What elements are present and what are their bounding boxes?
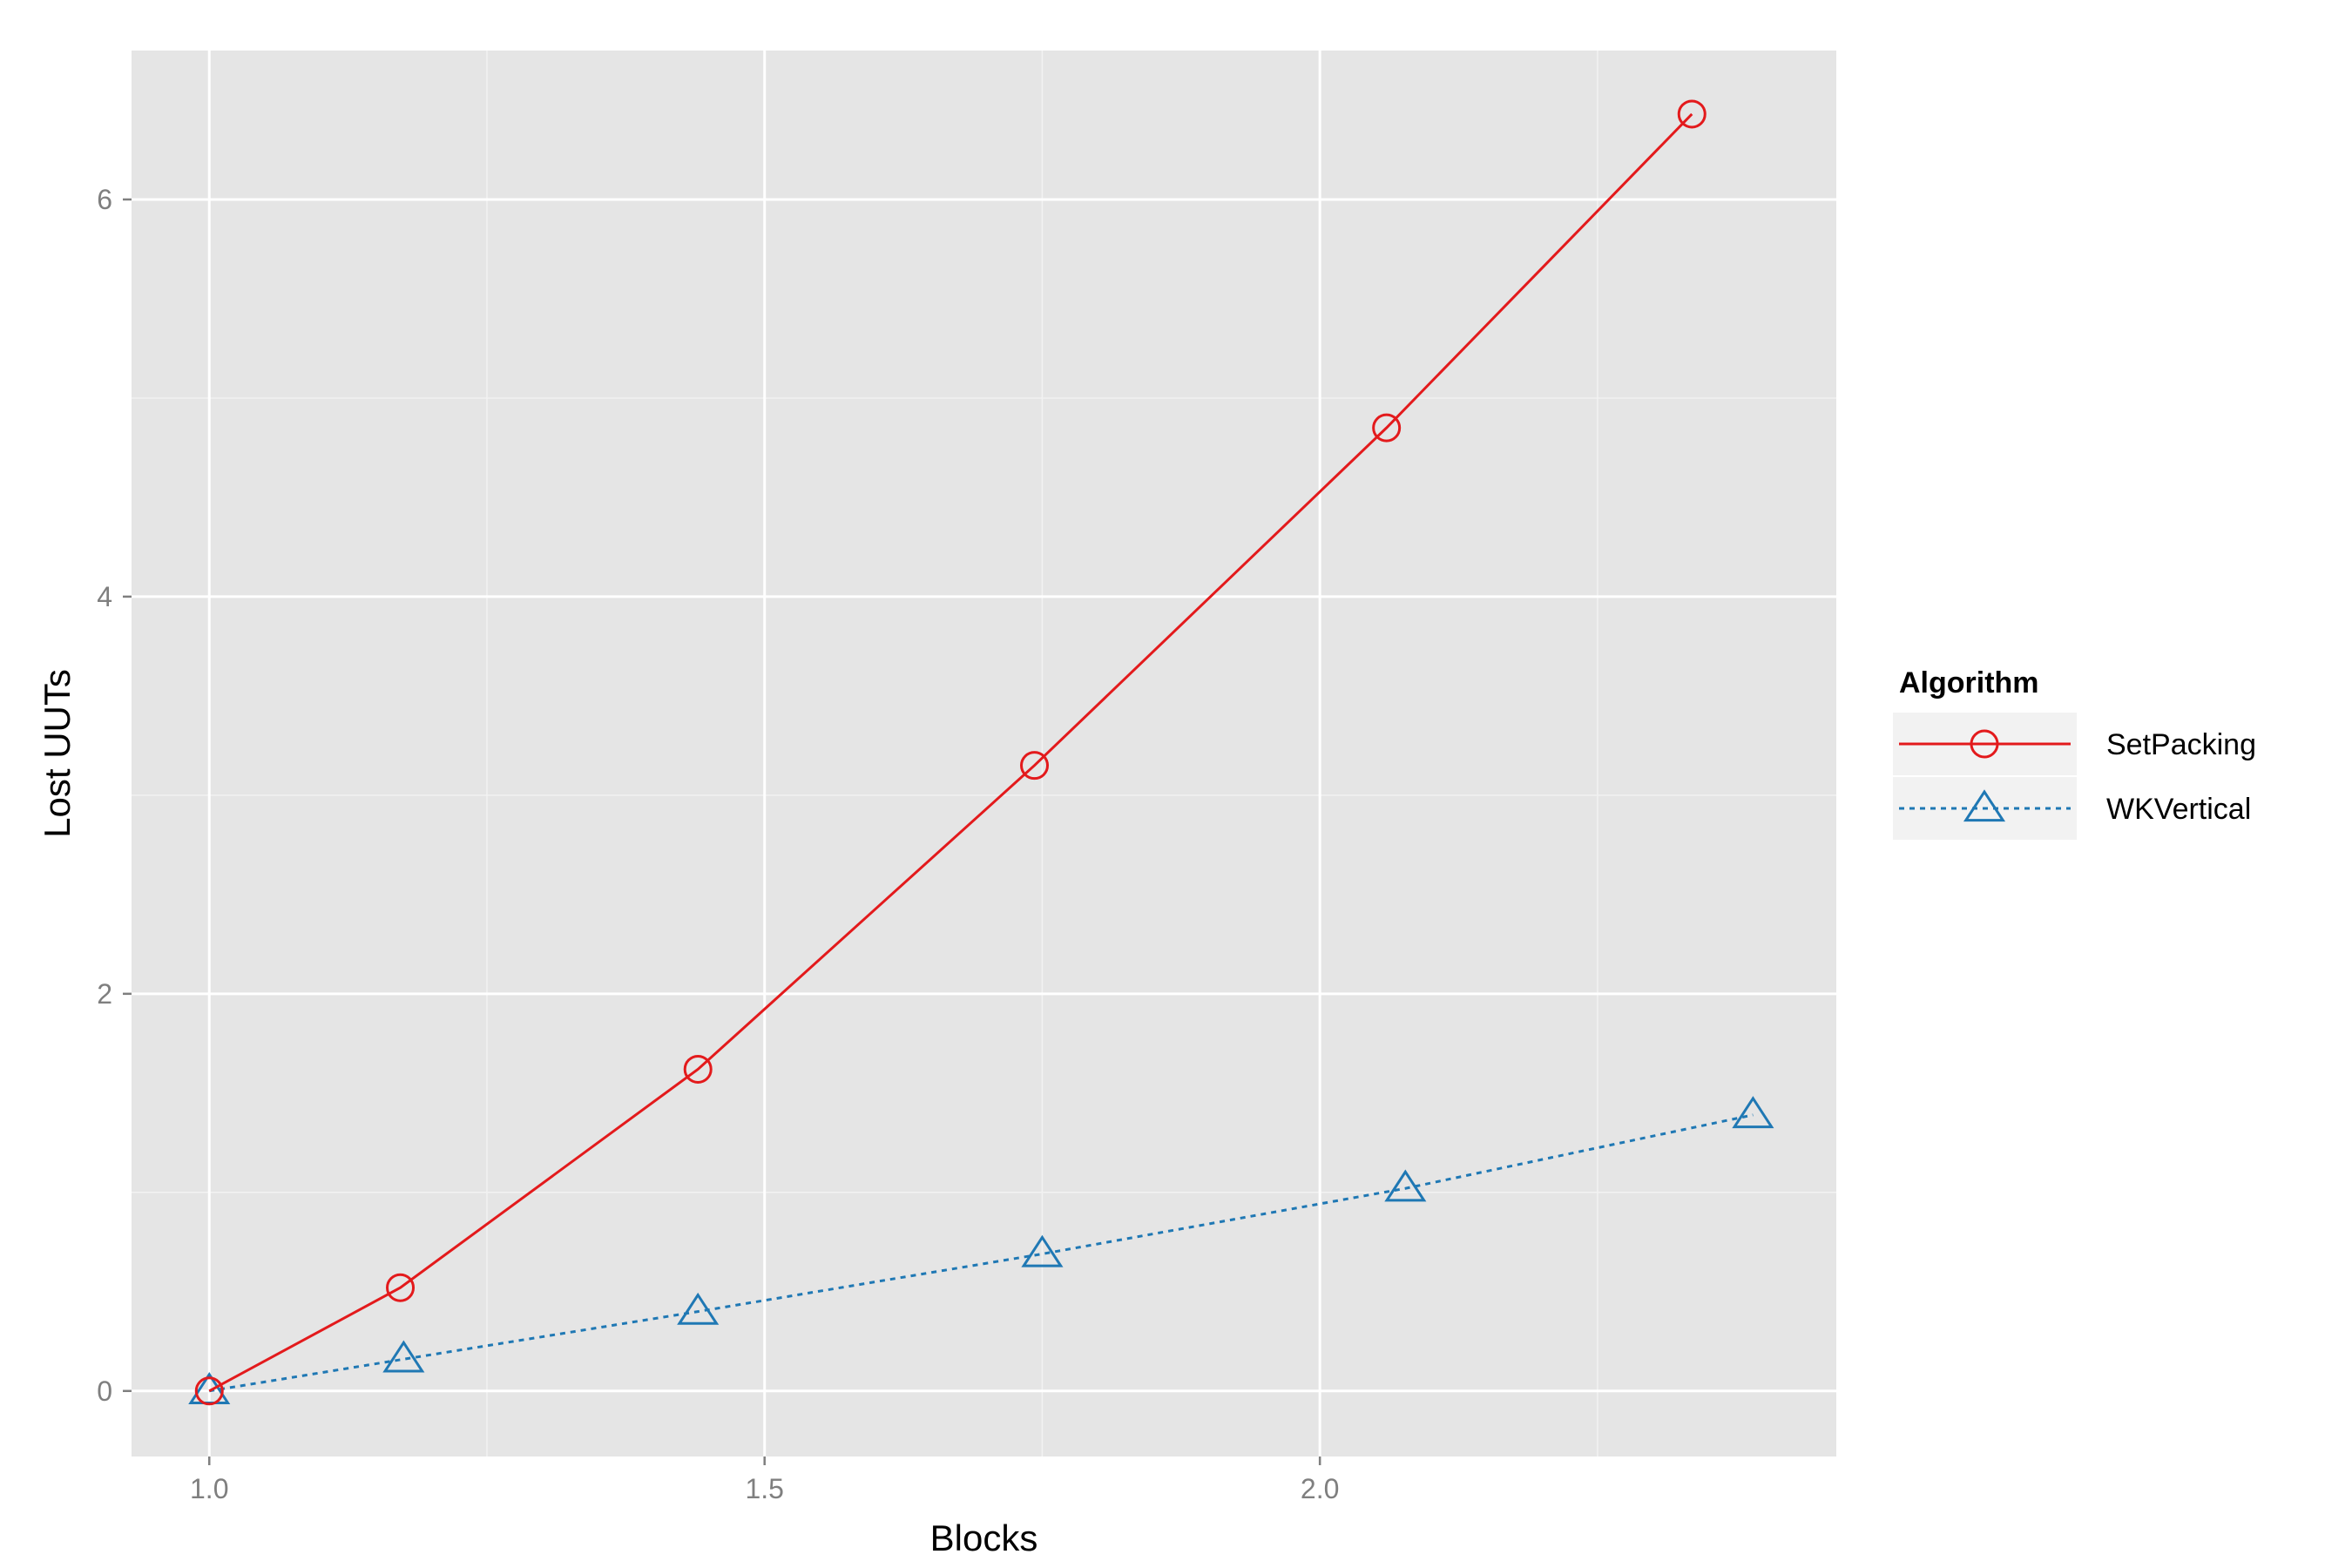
data-point-wkvertical	[382, 1340, 425, 1373]
series-line-wkvertical	[209, 1113, 1754, 1393]
data-point-wkvertical	[1732, 1096, 1774, 1129]
major-gridlines	[132, 51, 1836, 1456]
x-axis-title: Blocks	[930, 1517, 1038, 1558]
legend-marker-wkvertical	[1963, 789, 2006, 822]
data-point-setpacking	[1372, 413, 1402, 443]
legend: Algorithm SetPacking WKVertical	[1893, 666, 2256, 840]
y-tick-label: 2	[97, 978, 112, 1010]
series-layer	[188, 99, 1774, 1406]
x-tick-label: 2.0	[1301, 1473, 1339, 1504]
plot-panel	[132, 51, 1836, 1456]
data-point-setpacking	[683, 1054, 713, 1084]
x-tick-label: 1.5	[745, 1473, 783, 1504]
data-point-setpacking	[386, 1273, 416, 1302]
y-tick-label: 0	[97, 1375, 112, 1407]
x-axis: 1.0 1.5 2.0	[190, 1456, 1339, 1504]
series-line-setpacking	[208, 112, 1693, 1393]
x-tick-label: 1.0	[190, 1473, 228, 1504]
legend-label-wkvertical: WKVertical	[2106, 793, 2251, 826]
data-point-wkvertical	[1021, 1234, 1064, 1267]
legend-marker-setpacking	[1970, 729, 1999, 759]
y-tick-label: 6	[97, 184, 112, 215]
series-setpacking	[194, 99, 1707, 1406]
data-point-setpacking	[1020, 751, 1050, 781]
data-point-setpacking	[194, 1376, 224, 1406]
legend-title: Algorithm	[1899, 666, 2039, 700]
y-tick-label: 4	[97, 581, 112, 612]
y-axis: 0 2 4 6	[97, 184, 132, 1407]
data-point-wkvertical	[677, 1292, 720, 1325]
minor-gridlines	[132, 51, 1836, 1456]
data-point-setpacking	[1677, 99, 1707, 129]
y-axis-title: Lost UUTs	[37, 669, 78, 838]
legend-label-setpacking: SetPacking	[2106, 728, 2256, 761]
data-point-wkvertical	[1384, 1169, 1427, 1202]
